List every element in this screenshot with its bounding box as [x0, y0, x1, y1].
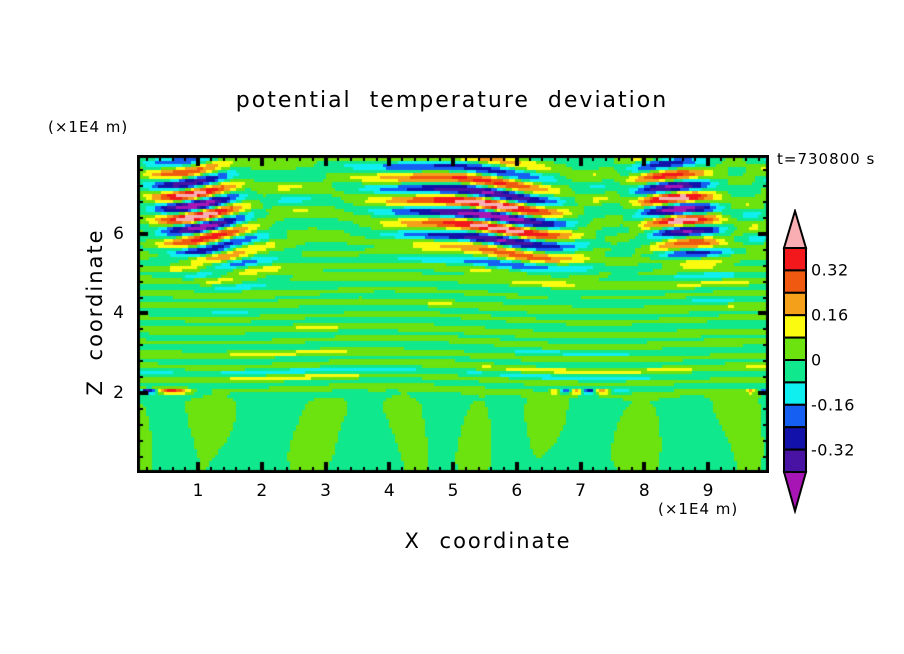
x-axis-unit-label: (×1E4 m): [658, 500, 739, 518]
x-tick-label: 1: [192, 481, 204, 501]
colorbar-box-red: [783, 247, 807, 272]
x-tick-label: 7: [575, 481, 586, 501]
colorbar-arrow-down: [782, 471, 808, 515]
z-tick-label: 2: [113, 382, 124, 403]
contour-field-canvas: [137, 155, 769, 473]
colorbar-arrow-up: [782, 207, 808, 249]
colorbar: [782, 207, 808, 515]
time-annotation: t=730800 s: [777, 150, 876, 168]
colorbar-tick-label: 0.32: [811, 260, 849, 280]
x-tick-label: 2: [256, 481, 268, 501]
x-tick-label: 4: [383, 481, 395, 501]
x-tick-label: 6: [511, 481, 523, 501]
colorbar-tick-label: -0.32: [811, 440, 855, 460]
colorbar-box-cyan: [783, 381, 807, 406]
plot-title: potential temperature deviation: [235, 88, 669, 113]
z-axis-unit-label: (×1E4 m): [48, 118, 129, 136]
colorbar-tick-label: 0: [811, 350, 822, 370]
colorbar-box-chartreuse: [783, 336, 807, 362]
z-tick-label: 4: [113, 303, 124, 324]
x-tick-label: 3: [320, 481, 331, 501]
colorbar-box-orange-red: [783, 269, 807, 294]
x-tick-label: 5: [447, 481, 459, 501]
colorbar-box-orange: [783, 291, 807, 317]
colorbar-box-navy: [783, 426, 807, 451]
colorbar-box-blue: [783, 403, 807, 429]
colorbar-tick-label: 0.16: [811, 305, 849, 325]
colorbar-box-yellow: [783, 314, 807, 339]
x-tick-label: 9: [702, 481, 714, 501]
x-tick-label: 8: [638, 481, 650, 501]
colorbar-tick-label: -0.16: [811, 395, 855, 415]
z-tick-label: 6: [113, 223, 124, 244]
x-axis-title: X coordinate: [404, 529, 572, 553]
colorbar-box-indigo: [783, 448, 807, 474]
colorbar-box-spring-green: [783, 359, 807, 384]
